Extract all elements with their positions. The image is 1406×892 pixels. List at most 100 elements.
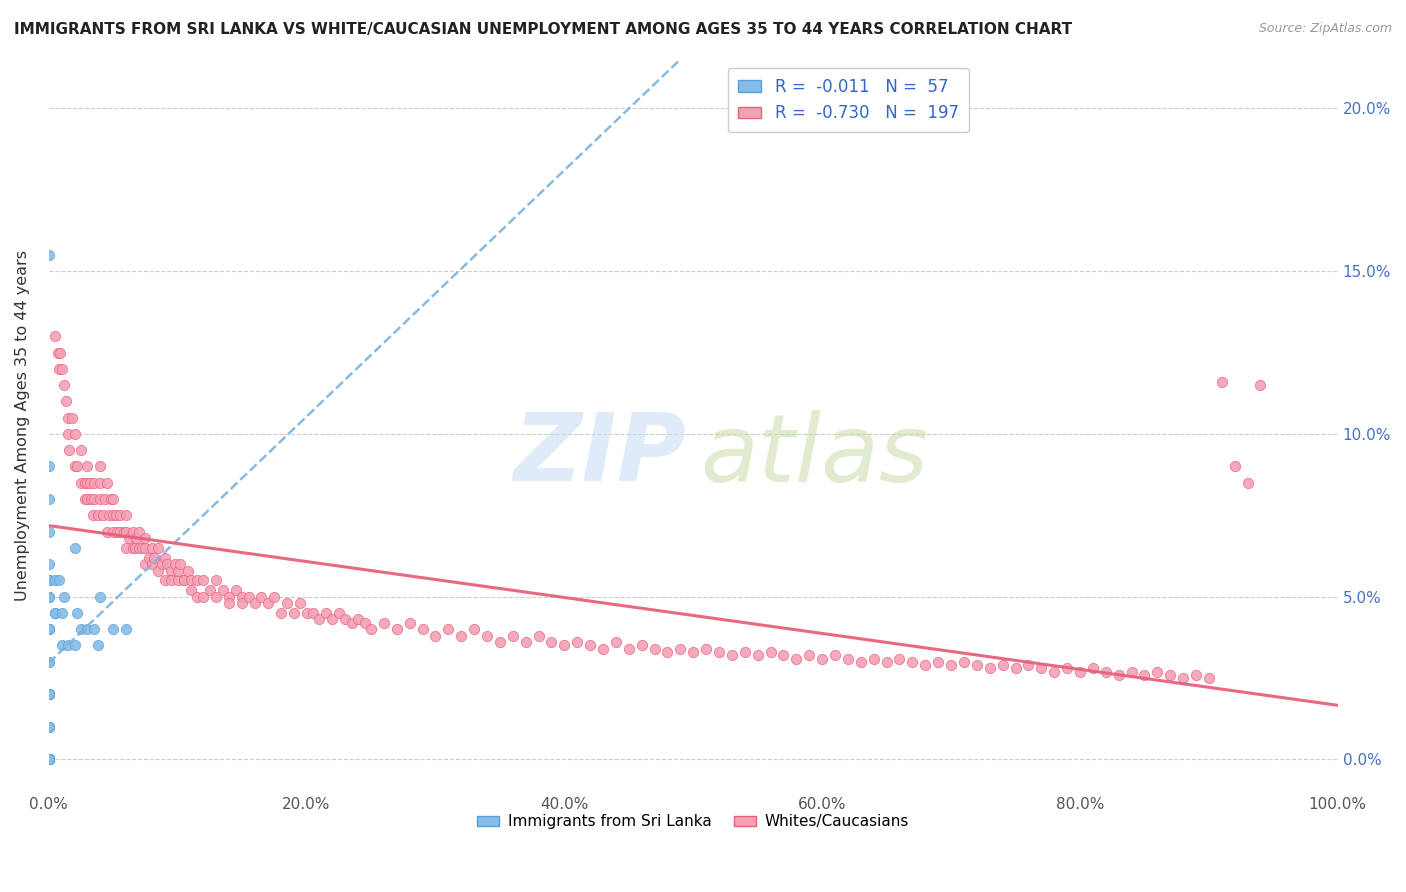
Point: [180, 583, 202, 598]
Point: [1017, 658, 1039, 673]
Point: [66, 606, 89, 620]
Point: [295, 606, 318, 620]
Point: [38, 687, 60, 701]
Point: [540, 635, 562, 649]
Y-axis label: Unemployment Among Ages 35 to 44 years: Unemployment Among Ages 35 to 44 years: [15, 251, 30, 601]
Point: [76, 622, 98, 636]
Point: [335, 612, 357, 626]
Point: [605, 635, 627, 649]
Point: [901, 655, 924, 669]
Point: [103, 508, 125, 523]
Point: [38, 752, 60, 766]
Point: [862, 651, 884, 665]
Point: [1043, 665, 1066, 679]
Point: [100, 491, 122, 506]
Point: [38, 459, 60, 474]
Point: [1211, 375, 1233, 389]
Point: [914, 658, 936, 673]
Point: [153, 574, 176, 588]
Point: [695, 641, 717, 656]
Point: [53, 378, 76, 392]
Point: [243, 596, 266, 610]
Point: [82, 508, 104, 523]
Point: [60, 410, 83, 425]
Point: [437, 622, 460, 636]
Point: [225, 583, 247, 598]
Point: [66, 459, 89, 474]
Point: [38, 590, 60, 604]
Point: [231, 590, 253, 604]
Point: [38, 752, 60, 766]
Point: [38, 752, 60, 766]
Point: [38, 752, 60, 766]
Point: [89, 590, 111, 604]
Point: [104, 508, 127, 523]
Point: [966, 658, 988, 673]
Point: [173, 574, 195, 588]
Point: [218, 596, 240, 610]
Point: [131, 541, 153, 555]
Point: [263, 590, 285, 604]
Point: [153, 550, 176, 565]
Point: [121, 541, 143, 555]
Point: [76, 459, 98, 474]
Point: [373, 615, 395, 630]
Point: [96, 524, 118, 539]
Point: [38, 622, 60, 636]
Point: [1159, 667, 1181, 681]
Point: [38, 752, 60, 766]
Point: [824, 648, 846, 663]
Point: [48, 574, 70, 588]
Point: [83, 475, 105, 490]
Point: [38, 574, 60, 588]
Point: [38, 687, 60, 701]
Point: [51, 606, 73, 620]
Point: [1146, 665, 1168, 679]
Point: [180, 574, 202, 588]
Point: [1108, 667, 1130, 681]
Point: [166, 574, 188, 588]
Point: [231, 596, 253, 610]
Point: [56, 639, 79, 653]
Point: [238, 590, 260, 604]
Point: [1249, 378, 1271, 392]
Point: [288, 596, 311, 610]
Point: [44, 574, 66, 588]
Point: [58, 443, 80, 458]
Point: [38, 720, 60, 734]
Point: [205, 590, 228, 604]
Point: [218, 590, 240, 604]
Point: [89, 491, 111, 506]
Point: [44, 606, 66, 620]
Point: [38, 491, 60, 506]
Point: [134, 541, 156, 555]
Legend: Immigrants from Sri Lanka, Whites/Caucasians: Immigrants from Sri Lanka, Whites/Caucas…: [471, 808, 915, 836]
Point: [51, 361, 73, 376]
Point: [148, 564, 170, 578]
Point: [138, 550, 160, 565]
Point: [630, 639, 652, 653]
Point: [115, 541, 138, 555]
Point: [772, 648, 794, 663]
Text: Source: ZipAtlas.com: Source: ZipAtlas.com: [1258, 22, 1392, 36]
Point: [83, 622, 105, 636]
Point: [38, 557, 60, 571]
Point: [450, 629, 472, 643]
Point: [283, 606, 305, 620]
Point: [134, 557, 156, 571]
Point: [1004, 661, 1026, 675]
Point: [96, 475, 118, 490]
Point: [186, 590, 208, 604]
Point: [89, 459, 111, 474]
Point: [257, 596, 280, 610]
Point: [939, 658, 962, 673]
Point: [134, 531, 156, 545]
Point: [38, 752, 60, 766]
Point: [63, 541, 86, 555]
Point: [1223, 459, 1246, 474]
Point: [38, 720, 60, 734]
Point: [1056, 661, 1078, 675]
Point: [141, 541, 163, 555]
Point: [38, 752, 60, 766]
Point: [38, 687, 60, 701]
